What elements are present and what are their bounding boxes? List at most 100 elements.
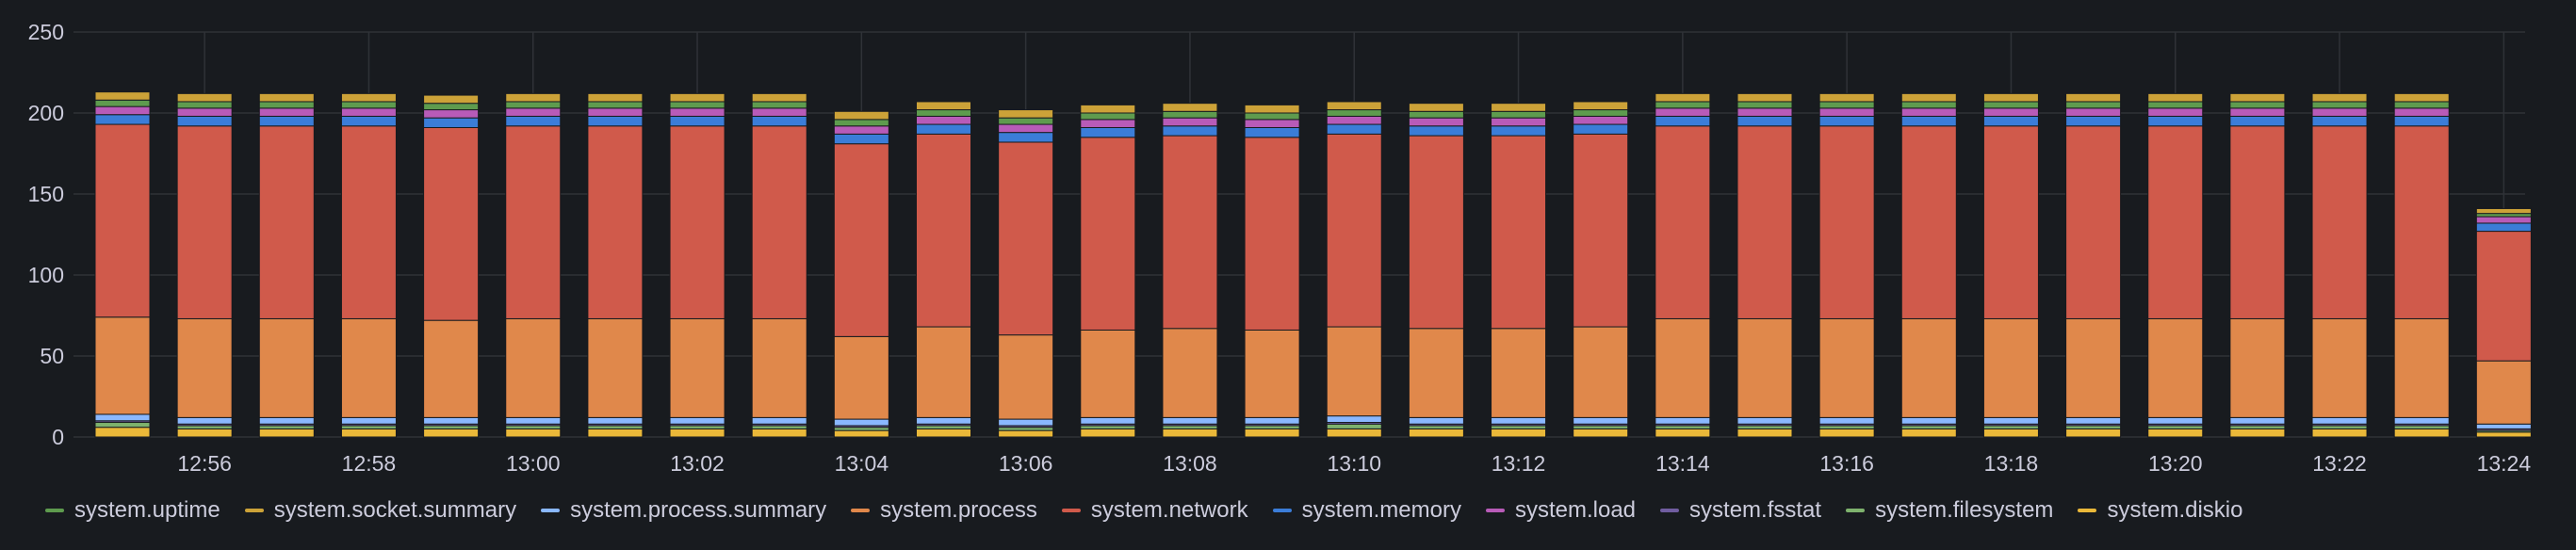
bar-segment-system-network[interactable] — [258, 125, 315, 319]
bar-segment-system-network[interactable] — [505, 125, 562, 319]
bar-segment-system-diskio[interactable] — [1080, 428, 1136, 438]
bar-segment-system-process-summary[interactable] — [2393, 416, 2450, 425]
bar-segment-system-diskio[interactable] — [1900, 428, 1957, 438]
bar-segment-system-filesystem[interactable] — [669, 425, 726, 429]
bar-segment-system-network[interactable] — [2475, 231, 2532, 362]
bar-segment-system-memory[interactable] — [2065, 115, 2122, 127]
bar-segment-system-process-summary[interactable] — [916, 416, 971, 425]
bar-segment-system-process-summary[interactable] — [1818, 416, 1875, 425]
bar-segment-system-process-summary[interactable] — [1080, 416, 1136, 425]
bar-segment-system-diskio[interactable] — [505, 428, 562, 438]
bar-segment-system-process[interactable] — [340, 317, 397, 418]
bar-segment-system-process-summary[interactable] — [998, 418, 1054, 427]
bar-segment-system-socket-summary[interactable] — [587, 92, 644, 103]
bar-segment-system-uptime[interactable] — [2065, 101, 2122, 109]
bar-segment-system-process[interactable] — [1655, 317, 1711, 418]
bar-segment-system-filesystem[interactable] — [998, 427, 1054, 431]
bar-segment-system-uptime[interactable] — [1408, 110, 1464, 119]
bar-segment-system-filesystem[interactable] — [258, 425, 315, 429]
bar-segment-system-diskio[interactable] — [340, 428, 397, 438]
bar-segment-system-uptime[interactable] — [669, 101, 726, 109]
bar-segment-system-uptime[interactable] — [916, 109, 971, 117]
bar-segment-system-process-summary[interactable] — [505, 416, 562, 425]
bar-segment-system-uptime[interactable] — [423, 103, 480, 111]
bar-segment-system-socket-summary[interactable] — [1491, 103, 1547, 112]
bar-segment-system-process-summary[interactable] — [2311, 416, 2368, 425]
bar-segment-system-filesystem[interactable] — [587, 425, 644, 429]
bar-segment-system-network[interactable] — [1655, 125, 1711, 319]
bar-segment-system-memory[interactable] — [1491, 125, 1547, 137]
bar-segment-system-socket-summary[interactable] — [2475, 207, 2532, 215]
bar-segment-system-uptime[interactable] — [2229, 101, 2286, 109]
bar-segment-system-load[interactable] — [423, 109, 480, 119]
bar-segment-system-uptime[interactable] — [2311, 101, 2368, 109]
bar-segment-system-uptime[interactable] — [1982, 101, 2039, 109]
bar-segment-system-uptime[interactable] — [1900, 101, 1957, 109]
bar-segment-system-process-summary[interactable] — [1573, 416, 1629, 425]
bar-segment-system-filesystem[interactable] — [176, 425, 233, 429]
bar-segment-system-memory[interactable] — [2229, 115, 2286, 127]
bar-segment-system-diskio[interactable] — [176, 428, 233, 438]
bar-segment-system-process-summary[interactable] — [833, 418, 889, 427]
bar-segment-system-process-summary[interactable] — [669, 416, 726, 425]
bar-segment-system-socket-summary[interactable] — [1573, 101, 1629, 111]
bar-segment-system-process-summary[interactable] — [751, 416, 807, 425]
bar-segment-system-memory[interactable] — [998, 132, 1054, 143]
bar-segment-system-process[interactable] — [1900, 317, 1957, 418]
bar-segment-system-memory[interactable] — [1982, 115, 2039, 127]
bar-segment-system-memory[interactable] — [1900, 115, 1957, 127]
bar-segment-system-socket-summary[interactable] — [2065, 92, 2122, 103]
bar-segment-system-memory[interactable] — [340, 115, 397, 127]
bar-segment-system-process[interactable] — [1736, 317, 1793, 418]
bar-segment-system-memory[interactable] — [916, 123, 971, 135]
bar-segment-system-load[interactable] — [669, 107, 726, 117]
bar-segment-system-network[interactable] — [1573, 133, 1629, 328]
bar-segment-system-diskio[interactable] — [587, 428, 644, 438]
bar-segment-system-load[interactable] — [94, 105, 151, 116]
bar-segment-system-socket-summary[interactable] — [1655, 92, 1711, 103]
bar-segment-system-network[interactable] — [1408, 135, 1464, 330]
bar-segment-system-process-summary[interactable] — [1326, 415, 1382, 424]
bar-segment-system-network[interactable] — [1244, 137, 1300, 331]
bar-segment-system-load[interactable] — [1655, 107, 1711, 117]
bar-segment-system-uptime[interactable] — [998, 117, 1054, 125]
bar-segment-system-filesystem[interactable] — [2147, 425, 2204, 429]
bar-segment-system-memory[interactable] — [2393, 115, 2450, 127]
bar-segment-system-diskio[interactable] — [1408, 428, 1464, 438]
bar-segment-system-uptime[interactable] — [1162, 110, 1218, 119]
bar-segment-system-diskio[interactable] — [1244, 428, 1300, 438]
bar-segment-system-memory[interactable] — [2311, 115, 2368, 127]
bar-segment-system-network[interactable] — [2065, 125, 2122, 319]
bar-segment-system-network[interactable] — [669, 125, 726, 319]
bar-segment-system-uptime[interactable] — [587, 101, 644, 109]
bar-segment-system-uptime[interactable] — [1573, 109, 1629, 117]
bar-segment-system-load[interactable] — [1818, 107, 1875, 117]
bar-segment-system-process[interactable] — [587, 317, 644, 418]
bar-segment-system-memory[interactable] — [1408, 125, 1464, 137]
bar-segment-system-uptime[interactable] — [94, 99, 151, 107]
legend-item-system-process[interactable]: system.process — [851, 497, 1037, 524]
bar-segment-system-load[interactable] — [1080, 119, 1136, 128]
legend-item-system-process-summary[interactable]: system.process.summary — [541, 497, 826, 524]
bar-segment-system-network[interactable] — [1491, 135, 1547, 330]
bar-segment-system-diskio[interactable] — [833, 429, 889, 438]
bar-segment-system-process-summary[interactable] — [176, 416, 233, 425]
bar-segment-system-process-summary[interactable] — [340, 416, 397, 425]
bar-segment-system-memory[interactable] — [751, 115, 807, 127]
bar-segment-system-process[interactable] — [2475, 360, 2532, 425]
bar-segment-system-socket-summary[interactable] — [1982, 92, 2039, 103]
bar-segment-system-process[interactable] — [1244, 329, 1300, 418]
bar-segment-system-load[interactable] — [2393, 107, 2450, 117]
bar-segment-system-filesystem[interactable] — [2393, 425, 2450, 429]
bar-segment-system-memory[interactable] — [1162, 125, 1218, 137]
bar-segment-system-memory[interactable] — [258, 115, 315, 127]
legend-item-system-memory[interactable]: system.memory — [1272, 497, 1461, 524]
bar-segment-system-filesystem[interactable] — [1982, 425, 2039, 429]
bar-segment-system-process[interactable] — [1080, 329, 1136, 418]
bar-segment-system-uptime[interactable] — [176, 101, 233, 109]
bar-segment-system-filesystem[interactable] — [1818, 425, 1875, 429]
bar-segment-system-socket-summary[interactable] — [505, 92, 562, 103]
bar-segment-system-process-summary[interactable] — [258, 416, 315, 425]
bar-segment-system-network[interactable] — [176, 125, 233, 319]
bar-segment-system-socket-summary[interactable] — [1326, 101, 1382, 111]
